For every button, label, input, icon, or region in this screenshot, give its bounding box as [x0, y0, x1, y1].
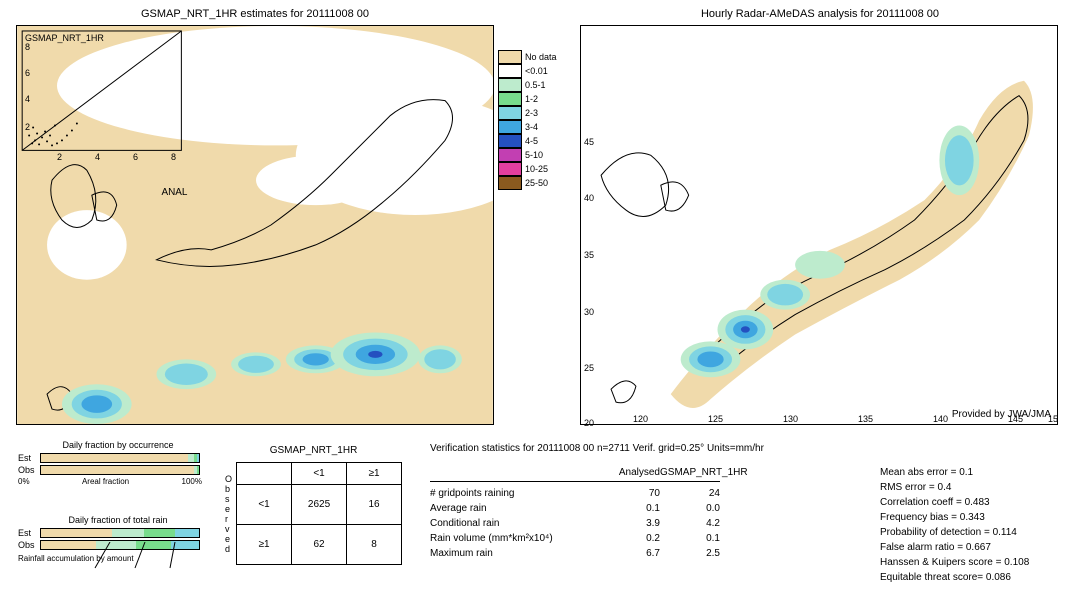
- inset-y6: 6: [25, 68, 30, 78]
- anal-label: ANAL: [161, 187, 187, 198]
- score-line: Probability of detection = 0.114: [880, 527, 1029, 538]
- score-line: Hanssen & Kuipers score = 0.108: [880, 557, 1029, 568]
- legend-row: 3-4: [498, 120, 557, 134]
- right-map-svg: [581, 26, 1057, 424]
- left-map-title: GSMAP_NRT_1HR estimates for 20111008 00: [80, 8, 430, 20]
- bar-row: Est: [18, 453, 218, 463]
- provided-by: Provided by JWA/JMA: [952, 409, 1051, 420]
- inset-x2: 2: [57, 152, 62, 162]
- legend-row: 0.5-1: [498, 78, 557, 92]
- left-map-svg: ANAL: [17, 26, 493, 424]
- legend-row: 2-3: [498, 106, 557, 120]
- score-line: Correlation coeff = 0.483: [880, 497, 1029, 508]
- bars-occurrence: Daily fraction by occurrence EstObs 0% A…: [18, 440, 218, 486]
- contingency-table: <1≥1 <1 2625 16 ≥1 62 8: [236, 462, 402, 565]
- right-map: 202530354045 12012513013514014515 Provid…: [580, 25, 1058, 425]
- contingency-block: GSMAP_NRT_1HR Observed <1≥1 <1 2625 16 ≥…: [225, 445, 402, 565]
- observed-label: Observed: [225, 462, 232, 565]
- legend-row: 5-10: [498, 148, 557, 162]
- bar-row: Obs: [18, 465, 218, 475]
- stats-scores: Mean abs error = 0.1 RMS error = 0.4 Corre…: [880, 467, 1029, 583]
- score-line: False alarm ratio = 0.667: [880, 542, 1029, 553]
- ct-00: 2625: [292, 485, 347, 525]
- score-line: Mean abs error = 0.1: [880, 467, 1029, 478]
- ct-11: 8: [347, 525, 402, 565]
- score-line: Frequency bias = 0.343: [880, 512, 1029, 523]
- inset-y8: 8: [25, 42, 30, 52]
- inset-x4: 4: [95, 152, 100, 162]
- stats-table: Analysed GSMAP_NRT_1HR # gridpoints rain…: [430, 467, 720, 559]
- legend-row: <0.01: [498, 64, 557, 78]
- left-map: ANAL GSMAP_NRT_1HR 2 4 6 8 2 4 6 8: [16, 25, 494, 425]
- right-map-title: Hourly Radar-AMeDAS analysis for 2011100…: [640, 8, 1000, 20]
- legend-row: 1-2: [498, 92, 557, 106]
- legend-row: 25-50: [498, 176, 557, 190]
- score-line: Equitable threat score= 0.086: [880, 572, 1029, 583]
- inset-title: GSMAP_NRT_1HR: [25, 33, 104, 43]
- bars-occurrence-title: Daily fraction by occurrence: [18, 440, 218, 450]
- inset-x6: 6: [133, 152, 138, 162]
- bars-total-title: Daily fraction of total rain: [18, 515, 218, 525]
- inset-y2: 2: [25, 122, 30, 132]
- ct-01: 16: [347, 485, 402, 525]
- bar-row: Est: [18, 528, 218, 538]
- bars-total: Daily fraction of total rain EstObs Rain…: [18, 515, 218, 563]
- stats-header: Verification statistics for 20111008 00 …: [430, 443, 764, 454]
- inset-x8: 8: [171, 152, 176, 162]
- color-legend: No data<0.010.5-11-22-33-44-55-1010-2525…: [498, 50, 557, 190]
- contingency-title: GSMAP_NRT_1HR: [225, 445, 402, 456]
- score-line: RMS error = 0.4: [880, 482, 1029, 493]
- legend-row: 10-25: [498, 162, 557, 176]
- legend-row: No data: [498, 50, 557, 64]
- legend-row: 4-5: [498, 134, 557, 148]
- inset-y4: 4: [25, 94, 30, 104]
- ct-10: 62: [292, 525, 347, 565]
